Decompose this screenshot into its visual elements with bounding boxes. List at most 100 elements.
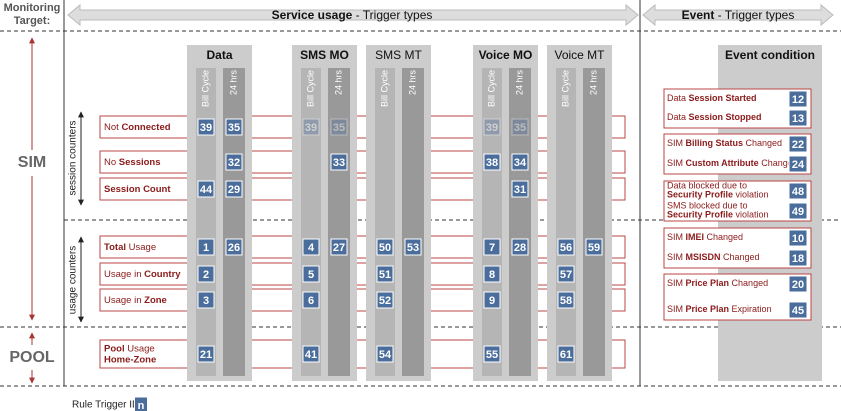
- trigger-id: 55: [483, 345, 501, 363]
- trigger-id: 31: [511, 180, 529, 198]
- id-text: 59: [588, 242, 600, 254]
- trigger-id: 32: [225, 153, 243, 171]
- label-part: Home-Zone: [104, 354, 156, 365]
- trigger-id: 50: [376, 238, 394, 256]
- id-text: 54: [379, 349, 392, 361]
- column-header: Data: [206, 48, 232, 62]
- id-badge: [197, 180, 215, 198]
- id-badge: [585, 238, 603, 256]
- counter-group: session counters: [68, 120, 79, 195]
- id-text: 39: [486, 122, 498, 134]
- id-text: 57: [560, 269, 572, 281]
- id-badge: [557, 238, 575, 256]
- event-box: [663, 227, 812, 269]
- trigger-id: 49: [788, 202, 808, 220]
- subcolumn: [583, 68, 605, 376]
- id-badge: [225, 180, 243, 198]
- id-badge: [302, 118, 320, 136]
- label-part: Custom Attribute: [686, 158, 759, 168]
- label-part: Data blocked due to: [667, 181, 747, 191]
- trigger-id: 24: [788, 155, 808, 173]
- subcolumn: [196, 68, 216, 376]
- id-text: 33: [333, 157, 345, 169]
- label-part: Usage in: [104, 269, 144, 280]
- trigger-id: 45: [788, 301, 808, 319]
- id-badge: [376, 265, 394, 283]
- label-part: Data: [667, 93, 689, 103]
- id-text: 10: [792, 233, 804, 245]
- row-label-bg: [101, 152, 186, 172]
- event-header: Event condition: [725, 48, 815, 62]
- column-header: Voice MO: [479, 48, 533, 62]
- id-badge: [330, 118, 348, 136]
- trigger-id: 6: [302, 291, 320, 309]
- label-part: Changed: [721, 252, 760, 262]
- label: Not Connected: [104, 122, 171, 133]
- id-text: 45: [792, 305, 804, 317]
- id-text: 12: [792, 94, 804, 106]
- label-part: Changed: [743, 138, 782, 148]
- label-part: SIM: [667, 232, 686, 242]
- label-part: Sessions: [119, 157, 161, 168]
- event-box: [663, 180, 812, 222]
- id-text: 9: [489, 295, 495, 307]
- trigger-id: 38: [483, 153, 501, 171]
- id-text: 55: [486, 349, 498, 361]
- id-badge: [330, 153, 348, 171]
- subcolumn: [328, 68, 350, 376]
- label-part: Service usage: [272, 8, 353, 22]
- id-badge: [511, 118, 529, 136]
- label: Service usage - Trigger types: [272, 8, 433, 22]
- event-box: [663, 273, 812, 321]
- label-part: Zone: [144, 295, 167, 306]
- target-label: POOL: [9, 349, 55, 366]
- id-text: 24: [792, 159, 805, 171]
- label: Usage in Zone: [104, 295, 167, 306]
- id-badge: [197, 265, 215, 283]
- trigger-id: 20: [788, 275, 808, 293]
- id-badge: [788, 301, 808, 319]
- id-text: 3: [203, 295, 209, 307]
- trigger-id: 56: [557, 238, 575, 256]
- label: SIM Price Plan Changed: [667, 278, 768, 288]
- subcolumn: [402, 68, 424, 376]
- event-box: [663, 88, 812, 129]
- label: SIM IMEI Changed: [667, 232, 743, 242]
- id-badge: [483, 238, 501, 256]
- trigger-id: 35: [511, 118, 529, 136]
- label: Security Profile violation: [667, 190, 769, 200]
- trigger-id: 35: [330, 118, 348, 136]
- id-text: 38: [486, 157, 498, 169]
- trigger-id: 59: [585, 238, 603, 256]
- label-part: Billing Status: [686, 138, 744, 148]
- trigger-id: 39: [302, 118, 320, 136]
- label-part: Security Profile: [667, 210, 733, 220]
- row-label-bg: [101, 117, 186, 137]
- id-text: 21: [200, 349, 212, 361]
- id-badge: [788, 229, 808, 247]
- id-text: 31: [514, 184, 526, 196]
- id-text: 35: [228, 122, 240, 134]
- trigger-id: 28: [511, 238, 529, 256]
- id-badge: [330, 238, 348, 256]
- id-badge: [788, 90, 808, 108]
- trigger-id: 54: [376, 345, 394, 363]
- id-badge: [788, 109, 808, 127]
- id-text: 41: [305, 349, 317, 361]
- label: SIM MSISDN Changed: [667, 252, 760, 262]
- id-text: 5: [308, 269, 314, 281]
- trigger-id: 18: [788, 249, 808, 267]
- label: Event - Trigger types: [682, 8, 795, 22]
- monitoring-label: Monitoring: [4, 2, 61, 14]
- id-text: 39: [305, 122, 317, 134]
- trigger-id: 39: [197, 118, 215, 136]
- id-badge: [197, 291, 215, 309]
- id-badge: [404, 238, 422, 256]
- label-part: IMEI: [686, 232, 705, 242]
- label: SIM Price Plan Expiration: [667, 304, 772, 314]
- id-badge: [788, 249, 808, 267]
- trigger-id: 2: [197, 265, 215, 283]
- trigger-id: 5: [302, 265, 320, 283]
- id-badge: [197, 238, 215, 256]
- id-text: 44: [200, 184, 213, 196]
